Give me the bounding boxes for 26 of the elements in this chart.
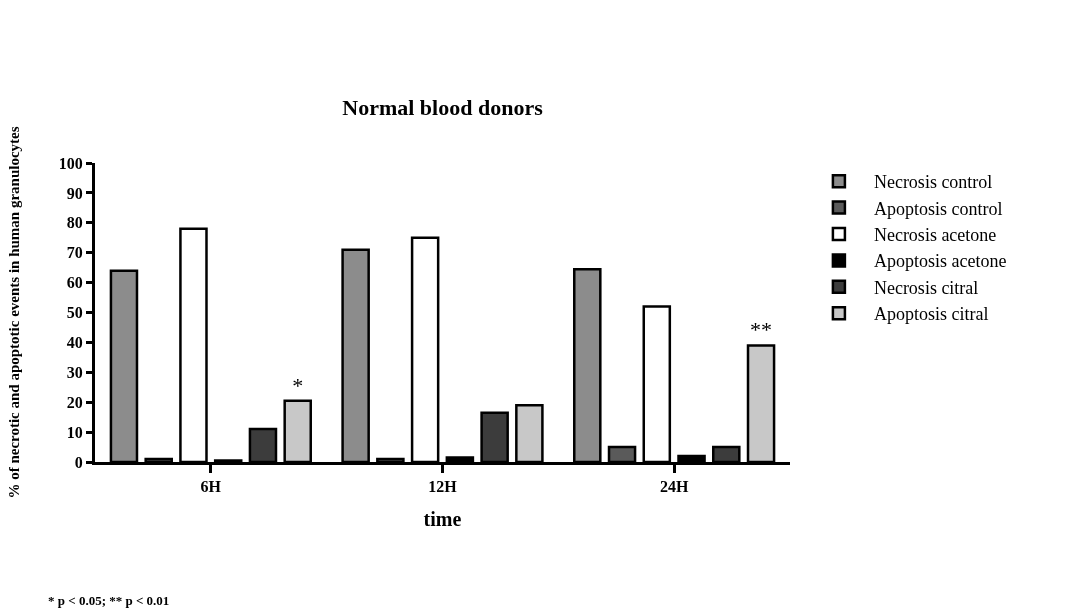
y-tick-label: 90 (66, 184, 83, 202)
legend-label: Necrosis acetone (873, 225, 997, 246)
legend-label: Apoptosis control (873, 198, 1003, 219)
y-tick-label: 10 (66, 423, 83, 441)
y-tick-label: 40 (66, 334, 83, 351)
y-tick-label: 80 (66, 214, 83, 232)
legend-label: Apoptosis acetone (873, 251, 1007, 272)
y-tick-label: 20 (66, 393, 83, 411)
y-tick-label: 70 (66, 244, 83, 262)
y-axis-title: % of necrotic and apoptotic events in human granulocytes (6, 126, 23, 499)
text: * p < 0.05; ** p < 0.01 (48, 593, 170, 608)
x-tick-label: 12H (428, 478, 458, 496)
data-label: ** (750, 317, 773, 343)
y-tick-label: 50 (66, 304, 83, 322)
y-tick-label: 0 (74, 453, 83, 471)
y-tick-label: 30 (66, 363, 83, 381)
x-tick-label: 24H (659, 478, 689, 496)
x-tick-label: 6H (200, 478, 222, 496)
legend-label: Necrosis control (873, 172, 993, 193)
y-tick-label: 100 (58, 154, 83, 172)
legend-label: Apoptosis citral (873, 304, 989, 325)
legend-label: Necrosis citral (873, 277, 979, 298)
chart-title: Normal blood donors (342, 95, 544, 121)
y-tick-label: 60 (66, 274, 83, 292)
data-label: * (292, 372, 304, 398)
x-axis-title: time (423, 507, 462, 530)
